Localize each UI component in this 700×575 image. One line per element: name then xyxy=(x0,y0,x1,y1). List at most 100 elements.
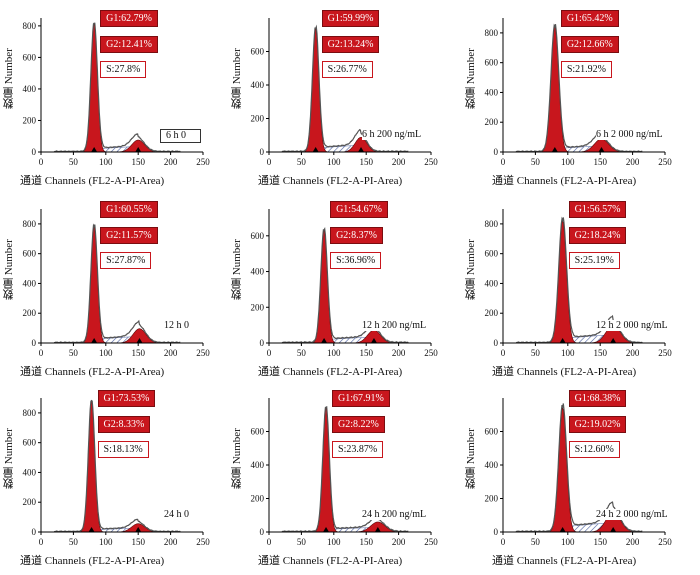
x-tick-label: 200 xyxy=(164,157,178,167)
x-tick-label: 0 xyxy=(501,537,506,547)
peak-marker xyxy=(88,527,95,532)
condition-label: 6 h 2 000 ng/mL xyxy=(596,129,663,140)
y-tick-label: 400 xyxy=(23,278,37,288)
condition-label: 6 h 200 ng/mL xyxy=(362,129,422,140)
s-percentage-label: S:27.87% xyxy=(100,252,152,269)
y-tick-label: 400 xyxy=(23,467,37,477)
x-tick-label: 100 xyxy=(99,157,113,167)
x-tick-label: 200 xyxy=(164,348,178,358)
g2-percentage-label: G2:8.37% xyxy=(330,227,383,244)
x-tick-label: 250 xyxy=(196,537,210,547)
x-axis-title: 通道 Channels (FL2-A-PI-Area) xyxy=(258,366,403,378)
g2-percentage-label: G2:11.57% xyxy=(100,227,158,244)
g2-percentage-label: G2:19.02% xyxy=(568,416,627,433)
g1-percentage-label: G1:54.67% xyxy=(330,201,388,218)
x-axis-title: 通道 Channels (FL2-A-PI-Area) xyxy=(258,175,403,187)
y-tick-label: 400 xyxy=(23,84,37,94)
g2-percentage-label: G2:8.33% xyxy=(97,416,151,433)
x-tick-label: 200 xyxy=(164,537,178,547)
y-tick-label: 200 xyxy=(485,117,499,127)
x-tick-label: 200 xyxy=(626,537,640,547)
x-tick-label: 50 xyxy=(69,348,79,358)
y-tick-label: 600 xyxy=(23,52,37,62)
peak-marker xyxy=(610,338,617,343)
histogram-svg: 0 200 400 600 800 0 50 100 150 200 250 xyxy=(23,18,210,167)
g1-percentage-label: G1:68.38% xyxy=(568,390,627,407)
histogram-svg: 0 200 400 600 800 0 50 100 150 200 250 xyxy=(485,18,672,167)
peak-marker xyxy=(559,527,566,532)
x-tick-label: 100 xyxy=(327,348,341,358)
x-tick-label: 50 xyxy=(531,157,541,167)
g1-percentage-label: G1:56.57% xyxy=(568,201,627,218)
g2-percentage-label: G2:8.22% xyxy=(332,416,385,433)
x-tick-label: 150 xyxy=(131,157,145,167)
histogram-panel: 0 200 400 600 0 50 100 150 200 250 数量 Number 通道 Cha… xyxy=(231,4,464,195)
x-tick-label: 150 xyxy=(131,537,145,547)
x-tick-label: 150 xyxy=(593,157,607,167)
x-tick-label: 50 xyxy=(297,157,307,167)
peak-marker xyxy=(91,338,98,343)
x-tick-label: 50 xyxy=(531,537,541,547)
peak-marker xyxy=(598,147,605,152)
y-tick-label: 0 xyxy=(32,338,37,348)
g1-percentage-label: G1:73.53% xyxy=(97,390,156,407)
peak-marker xyxy=(370,338,377,343)
histogram-panel: 0 200 400 600 0 50 100 150 200 250 数量 Number 通道 Cha… xyxy=(465,384,698,575)
x-tick-label: 100 xyxy=(561,537,575,547)
y-axis-title: 数量 Number xyxy=(231,48,243,110)
y-tick-label: 200 xyxy=(23,308,37,318)
histogram-panel: 0 200 400 600 0 50 100 150 200 250 数量 Number 通道 Cha… xyxy=(231,195,464,386)
x-tick-label: 100 xyxy=(561,348,575,358)
y-tick-label: 600 xyxy=(23,438,37,448)
x-tick-label: 50 xyxy=(69,157,79,167)
x-tick-label: 0 xyxy=(39,157,44,167)
x-axis-title: 通道 Channels (FL2-A-PI-Area) xyxy=(20,366,165,378)
x-tick-label: 250 xyxy=(196,348,210,358)
x-tick-label: 0 xyxy=(501,348,506,358)
x-tick-label: 200 xyxy=(626,348,640,358)
y-tick-label: 0 xyxy=(494,147,499,157)
y-tick-label: 200 xyxy=(251,494,265,504)
s-percentage-label: S:23.87% xyxy=(332,441,384,458)
g2-percentage-label: G2:12.41% xyxy=(100,36,158,53)
y-tick-label: 400 xyxy=(485,87,499,97)
y-tick-label: 0 xyxy=(260,338,265,348)
peak-marker xyxy=(91,147,98,152)
y-axis-title: 数量 Number xyxy=(231,428,243,490)
y-tick-label: 800 xyxy=(23,408,37,418)
x-tick-label: 200 xyxy=(392,537,406,547)
peak-marker xyxy=(559,338,566,343)
x-tick-label: 250 xyxy=(424,537,438,547)
peak-marker xyxy=(312,147,319,152)
x-tick-label: 0 xyxy=(267,157,272,167)
s-percentage-label: S:21.92% xyxy=(560,61,612,78)
y-tick-label: 400 xyxy=(485,278,499,288)
s-percentage-label: S:27.8% xyxy=(100,61,147,78)
x-tick-label: 100 xyxy=(99,537,113,547)
y-tick-label: 200 xyxy=(251,302,265,312)
y-axis-title: 数量 Number xyxy=(3,48,15,110)
x-tick-label: 100 xyxy=(327,537,341,547)
condition-label: 24 h 200 ng/mL xyxy=(362,509,427,520)
histogram-panel: 0 200 400 600 800 0 50 100 150 200 250 数量 Number 通道 … xyxy=(465,4,698,195)
x-axis-title: 通道 Channels (FL2-A-PI-Area) xyxy=(492,366,637,378)
peak-marker xyxy=(374,527,381,532)
x-tick-label: 50 xyxy=(297,537,307,547)
s-percentage-label: S:25.19% xyxy=(568,252,620,269)
y-tick-label: 400 xyxy=(485,460,499,470)
condition-label: 12 h 200 ng/mL xyxy=(362,320,427,331)
y-tick-label: 0 xyxy=(32,527,37,537)
peak-marker xyxy=(321,338,328,343)
g1-peak xyxy=(81,226,108,344)
y-tick-label: 600 xyxy=(251,427,265,437)
histogram-svg: 0 200 400 600 0 50 100 150 200 250 xyxy=(251,18,438,167)
x-tick-label: 250 xyxy=(424,348,438,358)
condition-label: 6 h 0 xyxy=(160,129,201,143)
x-tick-label: 100 xyxy=(327,157,341,167)
y-tick-label: 200 xyxy=(485,494,499,504)
x-tick-label: 150 xyxy=(593,537,607,547)
g1-percentage-label: G1:67.91% xyxy=(332,390,390,407)
peak-marker xyxy=(323,527,330,532)
x-tick-label: 250 xyxy=(658,348,672,358)
